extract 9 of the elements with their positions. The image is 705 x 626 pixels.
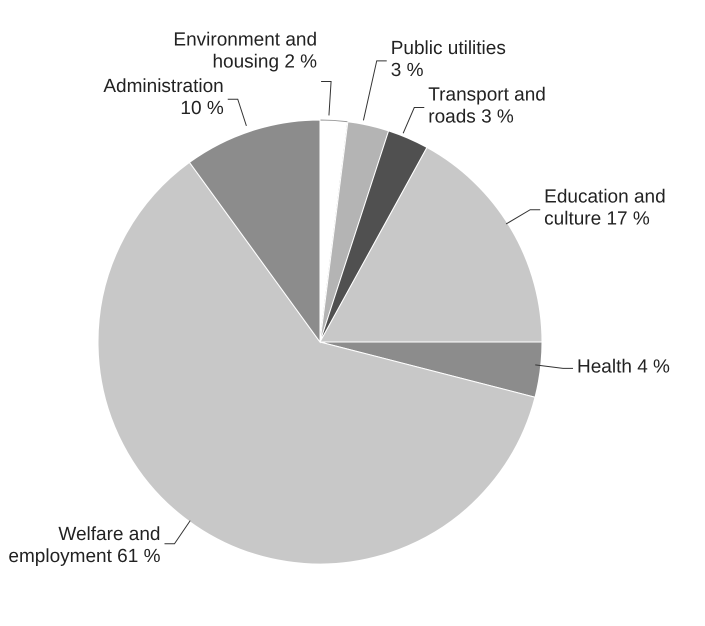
data-label: 10 % bbox=[180, 98, 224, 120]
slice-label: Transport and roads 3 % bbox=[428, 84, 546, 128]
slice-label: Welfare and employment 61 % bbox=[8, 524, 161, 567]
slice-label: Administration bbox=[103, 76, 224, 98]
slice-label: Education and culture 17 % bbox=[544, 186, 666, 230]
slice-label: Environment and housing 2 % bbox=[173, 30, 318, 73]
data-label: 3 % bbox=[390, 60, 424, 81]
slice-label: Public utilities bbox=[390, 38, 506, 59]
slice-label: Health 4 % bbox=[577, 356, 670, 378]
